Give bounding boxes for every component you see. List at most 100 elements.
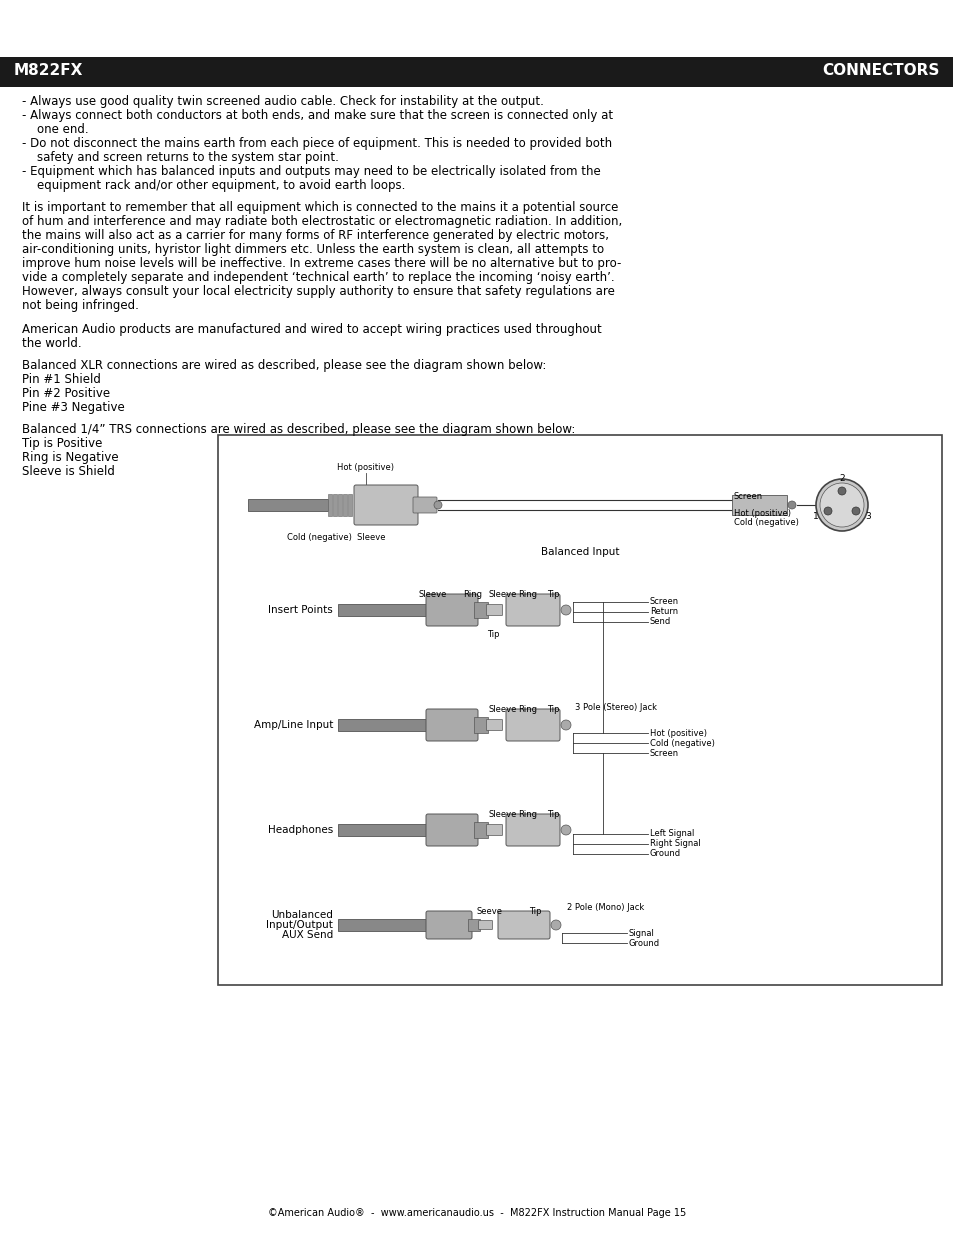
Text: Return: Return	[649, 608, 678, 616]
Text: the mains will also act as a carrier for many forms of RF interference generated: the mains will also act as a carrier for…	[22, 228, 608, 242]
Circle shape	[560, 605, 571, 615]
Circle shape	[837, 487, 845, 495]
FancyBboxPatch shape	[337, 604, 428, 616]
Text: Balanced 1/4” TRS connections are wired as described, please see the diagram sho: Balanced 1/4” TRS connections are wired …	[22, 424, 575, 436]
Text: Ring: Ring	[518, 705, 537, 714]
FancyBboxPatch shape	[328, 494, 332, 516]
Text: Left Signal: Left Signal	[649, 830, 694, 839]
Text: Balanced XLR connections are wired as described, please see the diagram shown be: Balanced XLR connections are wired as de…	[22, 359, 546, 372]
Text: Pin #2 Positive: Pin #2 Positive	[22, 387, 110, 400]
Circle shape	[820, 483, 863, 527]
FancyBboxPatch shape	[333, 494, 336, 516]
FancyBboxPatch shape	[474, 823, 488, 839]
Text: Insert Points: Insert Points	[268, 605, 333, 615]
Text: 2 Pole (Mono) Jack: 2 Pole (Mono) Jack	[566, 903, 643, 911]
Bar	[0, 57, 953, 86]
Text: 1: 1	[812, 511, 818, 521]
FancyBboxPatch shape	[478, 920, 492, 930]
Circle shape	[551, 920, 560, 930]
FancyBboxPatch shape	[337, 494, 341, 516]
Text: Ground: Ground	[649, 850, 680, 858]
FancyBboxPatch shape	[337, 824, 428, 836]
Text: one end.: one end.	[22, 124, 89, 136]
Text: Cold (negative): Cold (negative)	[733, 517, 798, 527]
Text: - Equipment which has balanced inputs and outputs may need to be electrically is: - Equipment which has balanced inputs an…	[22, 165, 600, 178]
Text: Headphones: Headphones	[268, 825, 333, 835]
Text: not being infringed.: not being infringed.	[22, 299, 139, 312]
FancyBboxPatch shape	[426, 594, 477, 626]
Text: Ground: Ground	[628, 939, 659, 947]
Text: ©American Audio®  -  www.americanaudio.us  -  M822FX Instruction Manual Page 15: ©American Audio® - www.americanaudio.us …	[268, 1208, 685, 1218]
Text: Ring is Negative: Ring is Negative	[22, 451, 118, 464]
Text: Tip: Tip	[546, 810, 558, 819]
Text: Ring: Ring	[518, 810, 537, 819]
Text: Cold (negative): Cold (negative)	[649, 739, 714, 747]
FancyBboxPatch shape	[426, 814, 477, 846]
Text: air-conditioning units, hyristor light dimmers etc. Unless the earth system is c: air-conditioning units, hyristor light d…	[22, 243, 603, 256]
FancyBboxPatch shape	[413, 496, 436, 513]
Text: Balanced Input: Balanced Input	[540, 547, 618, 557]
Text: Screen: Screen	[649, 748, 679, 757]
Text: CONNECTORS: CONNECTORS	[821, 63, 939, 78]
Text: Sleeve: Sleeve	[418, 590, 447, 599]
FancyBboxPatch shape	[486, 604, 502, 615]
Text: - Always connect both conductors at both ends, and make sure that the screen is : - Always connect both conductors at both…	[22, 109, 613, 122]
FancyBboxPatch shape	[505, 594, 559, 626]
Text: the world.: the world.	[22, 337, 82, 350]
Text: Hot (positive): Hot (positive)	[649, 729, 706, 737]
Text: Pine #3 Negative: Pine #3 Negative	[22, 401, 125, 414]
Text: Right Signal: Right Signal	[649, 840, 700, 848]
Text: Tip is Positive: Tip is Positive	[22, 437, 102, 450]
Text: Cold (negative)  Sleeve: Cold (negative) Sleeve	[287, 534, 385, 542]
Text: Hot (positive): Hot (positive)	[733, 509, 790, 517]
FancyBboxPatch shape	[348, 494, 352, 516]
Text: Send: Send	[649, 618, 671, 626]
Text: vide a completely separate and independent ‘technical earth’ to replace the inco: vide a completely separate and independe…	[22, 270, 614, 284]
Text: equipment rack and/or other equipment, to avoid earth loops.: equipment rack and/or other equipment, t…	[22, 179, 405, 191]
Text: improve hum noise levels will be ineffective. In extreme cases there will be no : improve hum noise levels will be ineffec…	[22, 257, 620, 270]
FancyBboxPatch shape	[505, 814, 559, 846]
Bar	[218, 435, 941, 986]
Text: 2: 2	[839, 474, 844, 483]
Text: However, always consult your local electricity supply authority to ensure that s: However, always consult your local elect…	[22, 285, 615, 298]
FancyBboxPatch shape	[505, 709, 559, 741]
Text: Ring: Ring	[518, 590, 537, 599]
Text: It is important to remember that all equipment which is connected to the mains i: It is important to remember that all equ…	[22, 201, 618, 214]
Text: Sleeve: Sleeve	[488, 705, 517, 714]
Text: of hum and interference and may radiate both electrostatic or electromagnetic ra: of hum and interference and may radiate …	[22, 215, 621, 228]
FancyBboxPatch shape	[426, 709, 477, 741]
Text: Seeve: Seeve	[476, 906, 502, 916]
Text: Signal: Signal	[628, 929, 654, 937]
FancyBboxPatch shape	[731, 495, 786, 515]
FancyBboxPatch shape	[354, 485, 417, 525]
Text: AUX Send: AUX Send	[281, 930, 333, 940]
Text: - Always use good quality twin screened audio cable. Check for instability at th: - Always use good quality twin screened …	[22, 95, 543, 107]
Text: American Audio products are manufactured and wired to accept wiring practices us: American Audio products are manufactured…	[22, 324, 601, 336]
Text: Screen: Screen	[733, 492, 762, 501]
Text: Ring: Ring	[463, 590, 482, 599]
Text: Sleeve is Shield: Sleeve is Shield	[22, 466, 114, 478]
FancyBboxPatch shape	[474, 601, 488, 618]
Text: Input/Output: Input/Output	[266, 920, 333, 930]
FancyBboxPatch shape	[426, 911, 472, 939]
FancyBboxPatch shape	[486, 720, 502, 730]
Circle shape	[560, 825, 571, 835]
FancyBboxPatch shape	[337, 719, 428, 731]
Circle shape	[851, 508, 859, 515]
Text: Pin #1 Shield: Pin #1 Shield	[22, 373, 101, 387]
Circle shape	[787, 501, 795, 509]
FancyBboxPatch shape	[486, 825, 502, 836]
FancyBboxPatch shape	[497, 911, 550, 939]
Text: safety and screen returns to the system star point.: safety and screen returns to the system …	[22, 151, 338, 164]
Text: 3 Pole (Stereo) Jack: 3 Pole (Stereo) Jack	[575, 703, 657, 713]
Text: 3: 3	[864, 511, 870, 521]
Text: - Do not disconnect the mains earth from each piece of equipment. This is needed: - Do not disconnect the mains earth from…	[22, 137, 612, 149]
Circle shape	[560, 720, 571, 730]
Circle shape	[815, 479, 867, 531]
Text: Sleeve: Sleeve	[488, 810, 517, 819]
Text: Tip: Tip	[546, 590, 558, 599]
FancyBboxPatch shape	[343, 494, 347, 516]
Text: Tip: Tip	[486, 630, 498, 638]
Text: Tip: Tip	[546, 705, 558, 714]
Circle shape	[434, 501, 441, 509]
